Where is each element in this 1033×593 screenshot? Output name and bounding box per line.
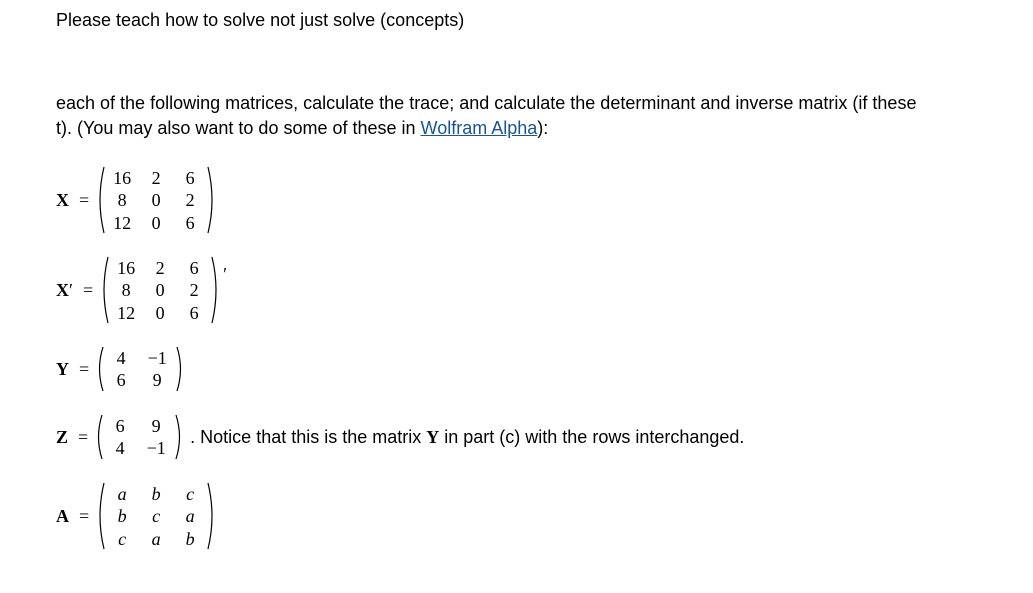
- cell: 2: [177, 279, 211, 302]
- matrix-X-row: X = 1626 802 1206: [56, 165, 977, 235]
- matrix-Xprime-row: X′ = 1626 802 1206 ′: [56, 255, 977, 325]
- cell: 0: [143, 302, 177, 325]
- cell: 6: [103, 415, 137, 438]
- cell: 6: [177, 257, 211, 280]
- cell: b: [105, 505, 139, 528]
- cell: 8: [105, 189, 139, 212]
- matrix-Y-label: Y: [56, 359, 69, 380]
- right-paren-icon: [175, 413, 184, 461]
- equals-sign: =: [79, 506, 89, 527]
- problem-line2-suffix: ):: [537, 118, 548, 138]
- right-paren-icon: [211, 255, 221, 325]
- cell: 9: [138, 369, 176, 392]
- matrix-Y: 4−1 69: [95, 345, 185, 393]
- matrix-Z-row: Z = 69 4−1 . Notice that this is the mat…: [56, 413, 977, 461]
- matrix-Z-label: Z: [56, 427, 68, 448]
- cell: 8: [109, 279, 143, 302]
- cell: b: [173, 528, 207, 551]
- matrix-Xprime-label: X′: [56, 280, 73, 301]
- matrix-A: abc bca cab: [95, 481, 217, 551]
- problem-line2-prefix: t). (You may also want to do some of the…: [56, 118, 421, 138]
- equals-sign: =: [79, 359, 89, 380]
- equals-sign: =: [83, 280, 93, 301]
- cell: a: [105, 483, 139, 506]
- cell: a: [173, 505, 207, 528]
- left-paren-icon: [95, 481, 105, 551]
- left-paren-icon: [95, 345, 104, 393]
- cell: 12: [105, 212, 139, 235]
- cell: b: [139, 483, 173, 506]
- cell: 2: [139, 167, 173, 190]
- cell: −1: [138, 347, 176, 370]
- matrix-Z: 69 4−1: [94, 413, 184, 461]
- right-paren-icon: [207, 481, 217, 551]
- cell: 6: [173, 167, 207, 190]
- cell: a: [139, 528, 173, 551]
- matrix-Y-row: Y = 4−1 69: [56, 345, 977, 393]
- problem-statement: each of the following matrices, calculat…: [56, 91, 977, 141]
- cell: 9: [137, 415, 175, 438]
- left-paren-icon: [95, 165, 105, 235]
- cell: 12: [109, 302, 143, 325]
- top-instruction: Please teach how to solve not just solve…: [56, 10, 977, 31]
- wolfram-link[interactable]: Wolfram Alpha: [421, 118, 538, 138]
- matrix-Z-note: . Notice that this is the matrix Y in pa…: [190, 427, 744, 448]
- left-paren-icon: [94, 413, 103, 461]
- cell: 6: [173, 212, 207, 235]
- matrix-A-label: A: [56, 506, 69, 527]
- cell: c: [139, 505, 173, 528]
- transpose-prime: ′: [223, 264, 227, 285]
- problem-line1: each of the following matrices, calculat…: [56, 93, 916, 113]
- matrix-X: 1626 802 1206: [95, 165, 217, 235]
- cell: 6: [104, 369, 138, 392]
- cell: 0: [139, 189, 173, 212]
- cell: −1: [137, 437, 175, 460]
- cell: c: [105, 528, 139, 551]
- equals-sign: =: [78, 427, 88, 448]
- cell: 2: [173, 189, 207, 212]
- equals-sign: =: [79, 190, 89, 211]
- cell: 0: [139, 212, 173, 235]
- matrix-A-row: A = abc bca cab: [56, 481, 977, 551]
- matrix-Xprime: 1626 802 1206 ′: [99, 255, 227, 325]
- cell: 4: [103, 437, 137, 460]
- cell: 2: [143, 257, 177, 280]
- cell: 6: [177, 302, 211, 325]
- cell: 0: [143, 279, 177, 302]
- right-paren-icon: [207, 165, 217, 235]
- left-paren-icon: [99, 255, 109, 325]
- cell: 16: [105, 167, 139, 190]
- cell: c: [173, 483, 207, 506]
- right-paren-icon: [176, 345, 185, 393]
- cell: 16: [109, 257, 143, 280]
- cell: 4: [104, 347, 138, 370]
- matrix-X-label: X: [56, 190, 69, 211]
